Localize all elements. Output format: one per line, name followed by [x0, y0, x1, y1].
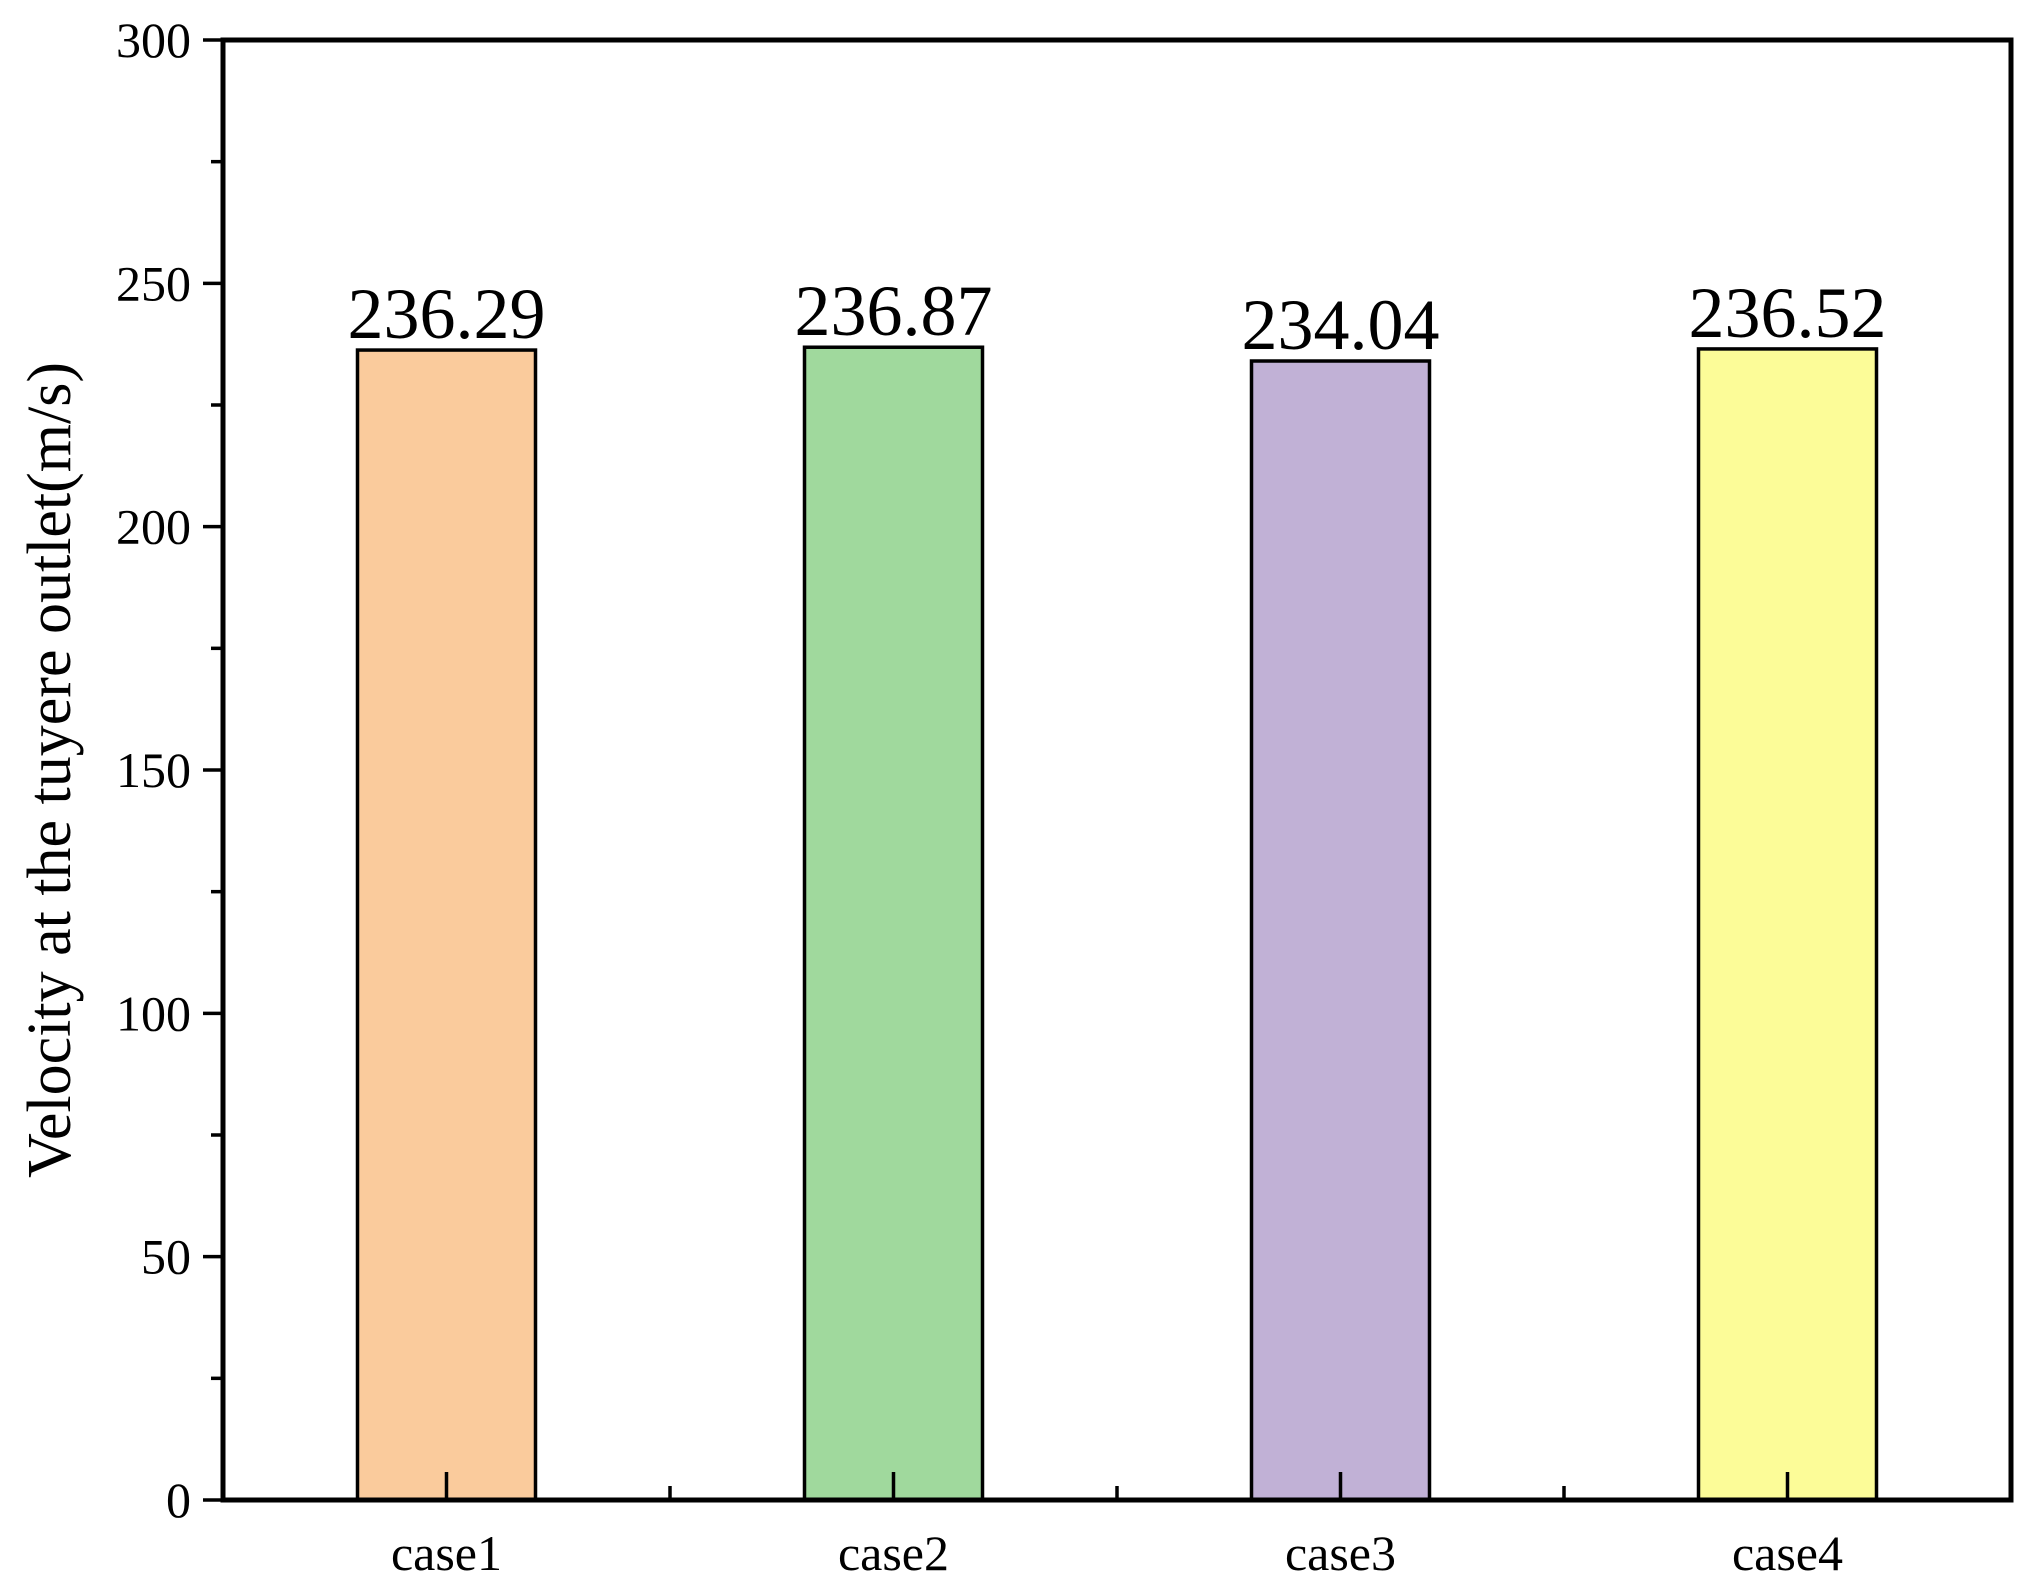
x-tick-label-case1: case1 — [391, 1525, 502, 1581]
bar-case1 — [355, 348, 538, 1502]
data-label-case3: 234.04 — [1242, 285, 1440, 365]
data-label-case4: 236.52 — [1689, 273, 1887, 353]
data-label-case1: 236.29 — [348, 274, 546, 354]
y-tick-label: 250 — [116, 255, 191, 311]
bar-case3 — [1249, 359, 1432, 1502]
y-tick-label: 100 — [116, 985, 191, 1041]
bar-case2 — [802, 345, 985, 1502]
y-tick-label: 300 — [116, 12, 191, 68]
y-tick-label: 50 — [141, 1229, 191, 1285]
y-tick-label: 0 — [166, 1472, 191, 1528]
y-tick-label: 200 — [116, 499, 191, 555]
y-tick-label: 150 — [116, 742, 191, 798]
x-tick-label-case3: case3 — [1285, 1525, 1396, 1581]
axis-labels: 236.29 case1 236.87 case2 234.04 case3 236.52 c… — [116, 12, 1887, 1581]
x-tick-label-case2: case2 — [838, 1525, 949, 1581]
x-tick-label-case4: case4 — [1732, 1525, 1843, 1581]
y-axis-title: Velocity at the tuyere outlet(m/s) — [16, 362, 84, 1178]
axis-ticks — [203, 38, 1790, 1502]
bar-case4 — [1696, 347, 1879, 1502]
bars-layer — [355, 345, 1879, 1502]
data-label-case2: 236.87 — [795, 271, 993, 351]
